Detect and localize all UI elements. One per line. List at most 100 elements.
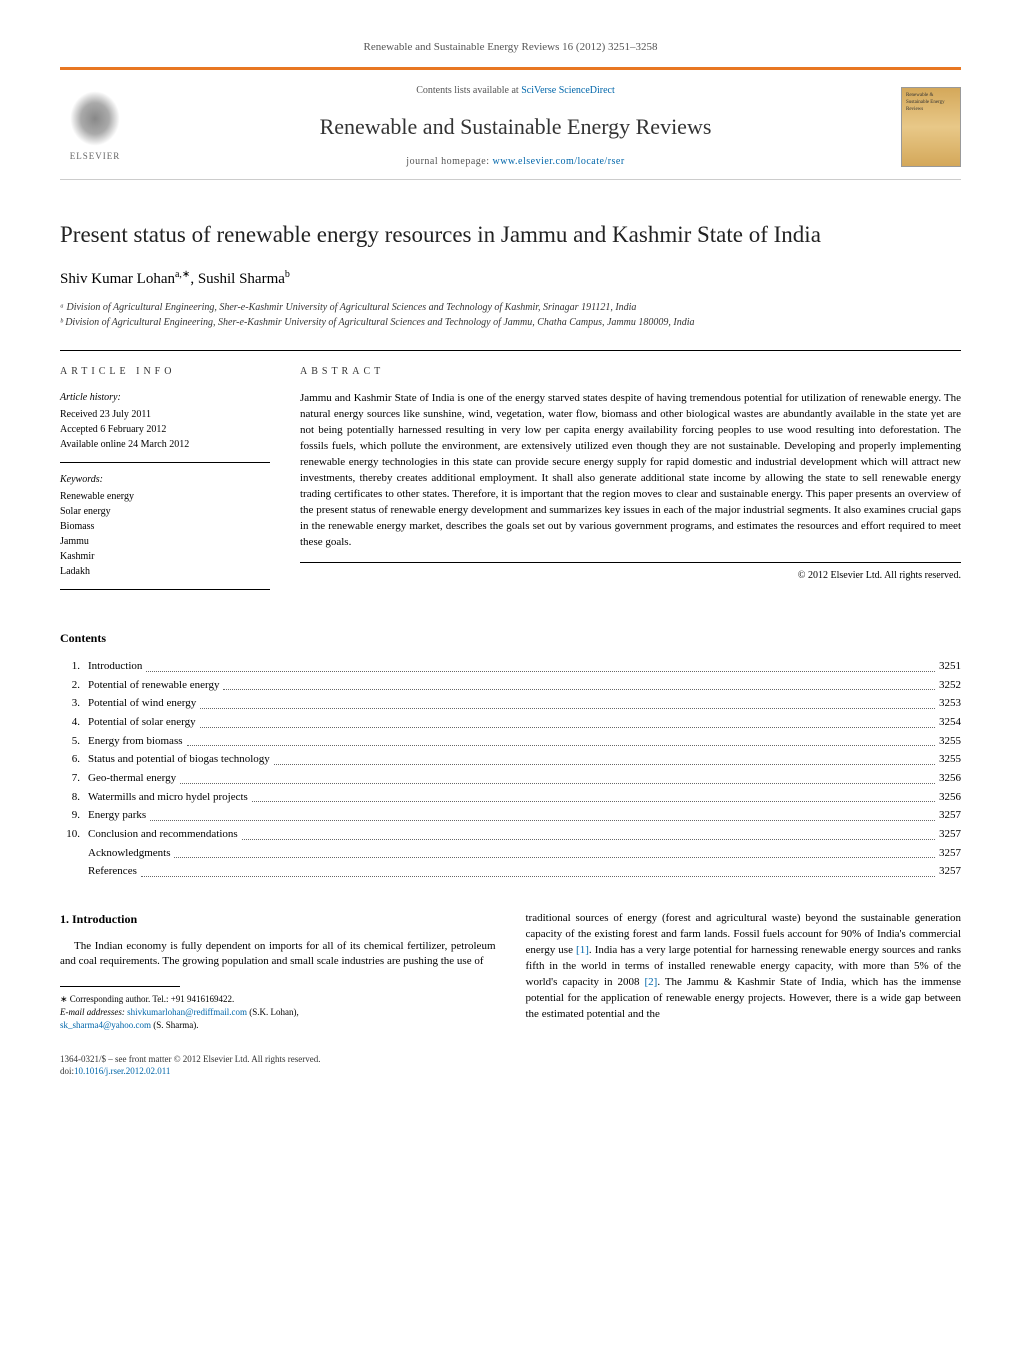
doi-label: doi:: [60, 1066, 74, 1076]
toc-dots: [252, 788, 935, 803]
publisher-logo: ELSEVIER: [60, 87, 130, 167]
toc-row: 8.Watermills and micro hydel projects 325…: [60, 788, 961, 807]
keyword: Solar energy: [60, 504, 270, 519]
toc-page: 3251: [939, 657, 961, 676]
toc-title: Potential of renewable energy: [88, 676, 219, 695]
toc-title: Energy parks: [88, 806, 146, 825]
issn-line: 1364-0321/$ – see front matter © 2012 El…: [60, 1053, 321, 1066]
body-right-column: traditional sources of energy (forest an…: [526, 911, 962, 1033]
authors-line: Shiv Kumar Lohana,∗, Sushil Sharmab: [60, 268, 961, 290]
keywords-block: Keywords: Renewable energy Solar energy …: [60, 473, 270, 590]
body-left-column: 1. Introduction The Indian economy is fu…: [60, 911, 496, 1033]
toc-row: 9.Energy parks3257: [60, 806, 961, 825]
article-info-column: article info Article history: Received 2…: [60, 365, 270, 600]
toc-page: 3255: [939, 750, 961, 769]
toc-page: 3255: [939, 732, 961, 751]
keywords-subhead: Keywords:: [60, 473, 270, 487]
email-name-1: (S.K. Lohan),: [247, 1007, 299, 1017]
toc-row: 3.Potential of wind energy3253: [60, 694, 961, 713]
toc-num: 5.: [60, 732, 88, 751]
article-history-block: Article history: Received 23 July 2011 A…: [60, 391, 270, 463]
journal-header: ELSEVIER Contents lists available at Sci…: [60, 67, 961, 180]
toc-row: 5.Energy from biomass3255: [60, 732, 961, 751]
section-1-heading: 1. Introduction: [60, 911, 496, 928]
toc-dots: [141, 862, 935, 877]
intro-para-left: The Indian economy is fully dependent on…: [60, 939, 496, 971]
toc-dots: [274, 750, 935, 765]
contents-section: Contents 1.Introduction32512.Potential o…: [60, 630, 961, 881]
toc-num: [60, 844, 88, 863]
affiliation-b: ᵇ Division of Agricultural Engineering, …: [60, 315, 961, 330]
toc-dots: [187, 732, 935, 747]
homepage-link[interactable]: www.elsevier.com/locate/rser: [493, 156, 625, 167]
email-name-2: (S. Sharma).: [151, 1020, 199, 1030]
affiliation-a: ᵃ Division of Agricultural Engineering, …: [60, 300, 961, 315]
toc-row: 4.Potential of solar energy3254: [60, 713, 961, 732]
abstract-column: abstract Jammu and Kashmir State of Indi…: [300, 365, 961, 600]
toc-title: Introduction: [88, 657, 142, 676]
doi-line: doi:10.1016/j.rser.2012.02.011: [60, 1065, 321, 1078]
email-link-2[interactable]: sk_sharma4@yahoo.com: [60, 1020, 151, 1030]
abstract-heading: abstract: [300, 365, 961, 379]
toc-list: 1.Introduction32512.Potential of renewab…: [60, 657, 961, 881]
toc-title: Status and potential of biogas technolog…: [88, 750, 270, 769]
toc-page: 3252: [939, 676, 961, 695]
homepage-prefix: journal homepage:: [406, 156, 492, 167]
toc-dots: [150, 806, 935, 821]
contents-heading: Contents: [60, 630, 961, 647]
toc-title: Acknowledgments: [88, 844, 170, 863]
toc-dots: [180, 769, 935, 784]
toc-title: Potential of solar energy: [88, 713, 196, 732]
sciencedirect-link[interactable]: SciVerse ScienceDirect: [521, 85, 615, 96]
toc-dots: [242, 825, 935, 840]
toc-num: 6.: [60, 750, 88, 769]
toc-title: Potential of wind energy: [88, 694, 196, 713]
toc-page: 3254: [939, 713, 961, 732]
toc-dots: [200, 694, 935, 709]
toc-num: 8.: [60, 788, 88, 807]
toc-title: Watermills and micro hydel projects: [88, 788, 248, 807]
abstract-copyright: © 2012 Elsevier Ltd. All rights reserved…: [300, 569, 961, 583]
keyword: Jammu: [60, 534, 270, 549]
toc-page: 3256: [939, 788, 961, 807]
publisher-name: ELSEVIER: [70, 150, 121, 163]
history-subhead: Article history:: [60, 391, 270, 405]
toc-title: Geo-thermal energy: [88, 769, 176, 788]
toc-num: 1.: [60, 657, 88, 676]
elsevier-tree-icon: [70, 91, 120, 146]
info-abstract-row: article info Article history: Received 2…: [60, 350, 961, 600]
citation-line: Renewable and Sustainable Energy Reviews…: [60, 40, 961, 55]
homepage-line: journal homepage: www.elsevier.com/locat…: [130, 155, 901, 169]
ref-link-1[interactable]: [1]: [576, 944, 589, 956]
toc-page: 3253: [939, 694, 961, 713]
footnotes: ∗ Corresponding author. Tel.: +91 941616…: [60, 993, 496, 1031]
ref-link-2[interactable]: [2]: [644, 976, 657, 988]
author-1-affil: a,∗: [175, 269, 190, 280]
toc-dots: [223, 676, 935, 691]
contents-prefix: Contents lists available at: [416, 85, 521, 96]
history-received: Received 23 July 2011: [60, 407, 270, 422]
toc-num: 7.: [60, 769, 88, 788]
affiliations: ᵃ Division of Agricultural Engineering, …: [60, 300, 961, 330]
doi-link[interactable]: 10.1016/j.rser.2012.02.011: [74, 1066, 170, 1076]
author-2-affil: b: [285, 269, 290, 280]
toc-title: Conclusion and recommendations: [88, 825, 238, 844]
history-accepted: Accepted 6 February 2012: [60, 422, 270, 437]
article-title: Present status of renewable energy resou…: [60, 220, 961, 250]
section-title: Introduction: [72, 912, 137, 926]
toc-row: Acknowledgments3257: [60, 844, 961, 863]
toc-page: 3257: [939, 825, 961, 844]
email-link-1[interactable]: shivkumarlohan@rediffmail.com: [127, 1007, 247, 1017]
toc-row: 6.Status and potential of biogas technol…: [60, 750, 961, 769]
email-label: E-mail addresses:: [60, 1007, 127, 1017]
toc-title: References: [88, 862, 137, 881]
toc-row: 2.Potential of renewable energy3252: [60, 676, 961, 695]
author-2: Sushil Sharma: [198, 271, 285, 287]
bottom-meta-row: 1364-0321/$ – see front matter © 2012 El…: [60, 1053, 961, 1078]
toc-num: [60, 862, 88, 881]
toc-row: 7.Geo-thermal energy3256: [60, 769, 961, 788]
history-online: Available online 24 March 2012: [60, 437, 270, 452]
email-addresses-line: E-mail addresses: shivkumarlohan@rediffm…: [60, 1006, 496, 1019]
footnote-rule: [60, 986, 180, 987]
bottom-left: 1364-0321/$ – see front matter © 2012 El…: [60, 1053, 321, 1078]
